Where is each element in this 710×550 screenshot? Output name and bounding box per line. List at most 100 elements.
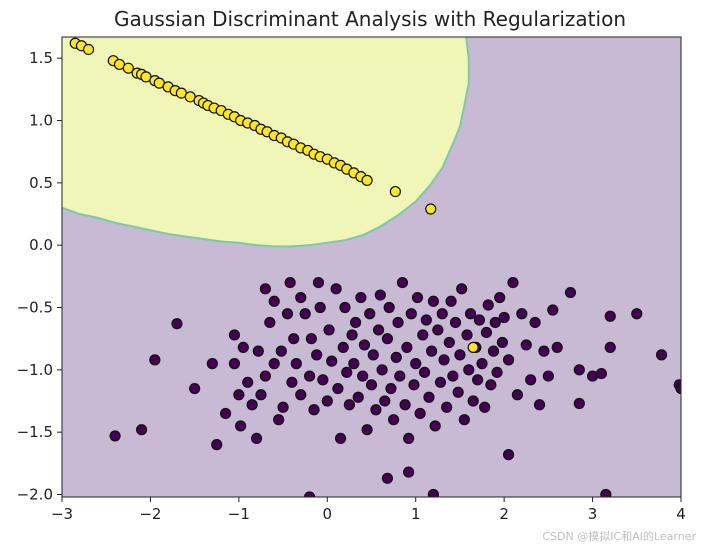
data-point-class-0 — [604, 310, 616, 322]
data-point-class-0 — [449, 316, 462, 329]
y-tick-label: 1.0 — [29, 112, 53, 130]
data-point-class-0 — [308, 404, 320, 416]
data-point-class-0 — [365, 379, 378, 391]
data-point-class-0 — [288, 333, 300, 345]
data-point-class-0 — [491, 366, 503, 378]
data-point-class-0 — [427, 295, 439, 307]
data-point-class-0 — [418, 366, 431, 378]
data-point-class-0 — [357, 370, 369, 382]
data-point-class-1 — [82, 43, 95, 56]
data-point-class-0 — [352, 391, 364, 403]
data-point-class-0 — [487, 345, 500, 357]
data-point-class-0 — [277, 401, 289, 413]
data-point-class-1 — [361, 174, 373, 186]
data-point-class-0 — [206, 358, 218, 370]
data-point-class-0 — [284, 276, 296, 289]
data-point-class-0 — [385, 382, 397, 395]
data-point-class-0 — [405, 308, 417, 320]
y-tick-label: −0.5 — [17, 299, 53, 317]
data-point-class-0 — [381, 472, 394, 484]
y-tick-label: 0.0 — [29, 236, 53, 254]
data-point-class-0 — [228, 329, 241, 341]
data-point-class-0 — [436, 308, 448, 320]
data-point-class-0 — [250, 432, 263, 445]
data-point-class-0 — [376, 364, 388, 376]
data-point-class-0 — [417, 329, 429, 341]
data-point-class-0 — [219, 407, 232, 420]
data-point-class-0 — [312, 276, 325, 289]
data-point-class-0 — [379, 395, 391, 407]
data-point-class-0 — [255, 389, 267, 401]
data-point-class-0 — [456, 283, 468, 295]
data-point-class-0 — [494, 291, 506, 304]
data-point-class-0 — [358, 339, 371, 351]
y-tick-label: −2.0 — [17, 486, 53, 504]
data-point-class-0 — [370, 404, 382, 416]
y-tick-label: −1.0 — [17, 361, 53, 379]
data-point-class-0 — [414, 407, 426, 420]
data-point-class-0 — [321, 395, 333, 407]
data-point-class-0 — [349, 316, 362, 329]
data-point-class-0 — [290, 358, 302, 370]
data-point-class-0 — [443, 336, 455, 349]
plot-frame — [61, 36, 682, 498]
data-point-class-0 — [235, 420, 247, 432]
data-point-class-0 — [189, 382, 201, 395]
data-point-class-0 — [264, 316, 276, 329]
data-point-class-0 — [403, 432, 415, 445]
data-point-class-0 — [295, 291, 307, 304]
data-point-class-0 — [171, 318, 183, 330]
data-point-class-0 — [332, 382, 344, 395]
data-point-class-0 — [473, 314, 485, 326]
data-point-class-0 — [355, 291, 367, 304]
x-tick-label: −3 — [51, 505, 73, 523]
data-point-class-0 — [547, 304, 559, 316]
data-point-class-0 — [364, 308, 376, 320]
data-point-class-0 — [337, 341, 349, 354]
data-point-class-0 — [461, 329, 473, 341]
data-point-class-0 — [295, 389, 307, 401]
y-tick-label: 1.5 — [29, 49, 53, 67]
data-point-class-0 — [538, 345, 550, 357]
data-point-class-0 — [317, 374, 329, 386]
y-tick-label: 0.5 — [29, 174, 53, 192]
x-tick-label: 3 — [588, 505, 598, 523]
data-points — [69, 37, 681, 497]
data-point-class-0 — [334, 432, 347, 445]
data-point-class-0 — [281, 308, 294, 320]
data-point-class-0 — [304, 370, 316, 382]
y-tick-label: −1.5 — [17, 423, 53, 441]
chart-title: Gaussian Discriminant Analysis with Regu… — [114, 7, 626, 31]
x-tick-label: 1 — [411, 505, 421, 523]
data-point-class-0 — [445, 295, 457, 307]
data-point-class-0 — [242, 376, 254, 388]
data-point-class-0 — [434, 376, 447, 388]
data-point-class-0 — [498, 311, 510, 324]
data-point-class-0 — [228, 358, 241, 370]
data-point-class-0 — [595, 367, 608, 380]
data-point-class-0 — [323, 324, 335, 336]
data-point-class-0 — [149, 354, 161, 366]
data-point-class-1 — [467, 341, 479, 354]
y-axis: −2.0 −1.5 −1.0 −0.5 0.0 0.5 1.0 1.5 — [17, 49, 62, 504]
data-point-class-0 — [441, 401, 453, 413]
data-point-class-0 — [454, 349, 466, 361]
data-point-class-0 — [420, 314, 432, 326]
data-point-class-0 — [268, 295, 280, 307]
data-point-class-0 — [394, 370, 406, 382]
data-point-class-0 — [604, 341, 616, 354]
data-point-class-0 — [381, 333, 394, 345]
data-point-class-0 — [268, 358, 280, 370]
data-point-class-0 — [305, 333, 317, 345]
data-point-class-0 — [438, 354, 450, 366]
data-point-class-0 — [482, 299, 494, 311]
data-point-class-0 — [383, 301, 395, 314]
data-point-class-0 — [372, 324, 385, 336]
data-point-class-0 — [479, 401, 491, 413]
data-point-class-0 — [631, 308, 643, 320]
x-tick-label: 0 — [323, 505, 333, 523]
x-tick-label: 4 — [676, 505, 686, 523]
data-point-class-0 — [259, 283, 271, 295]
data-point-class-0 — [516, 308, 528, 320]
